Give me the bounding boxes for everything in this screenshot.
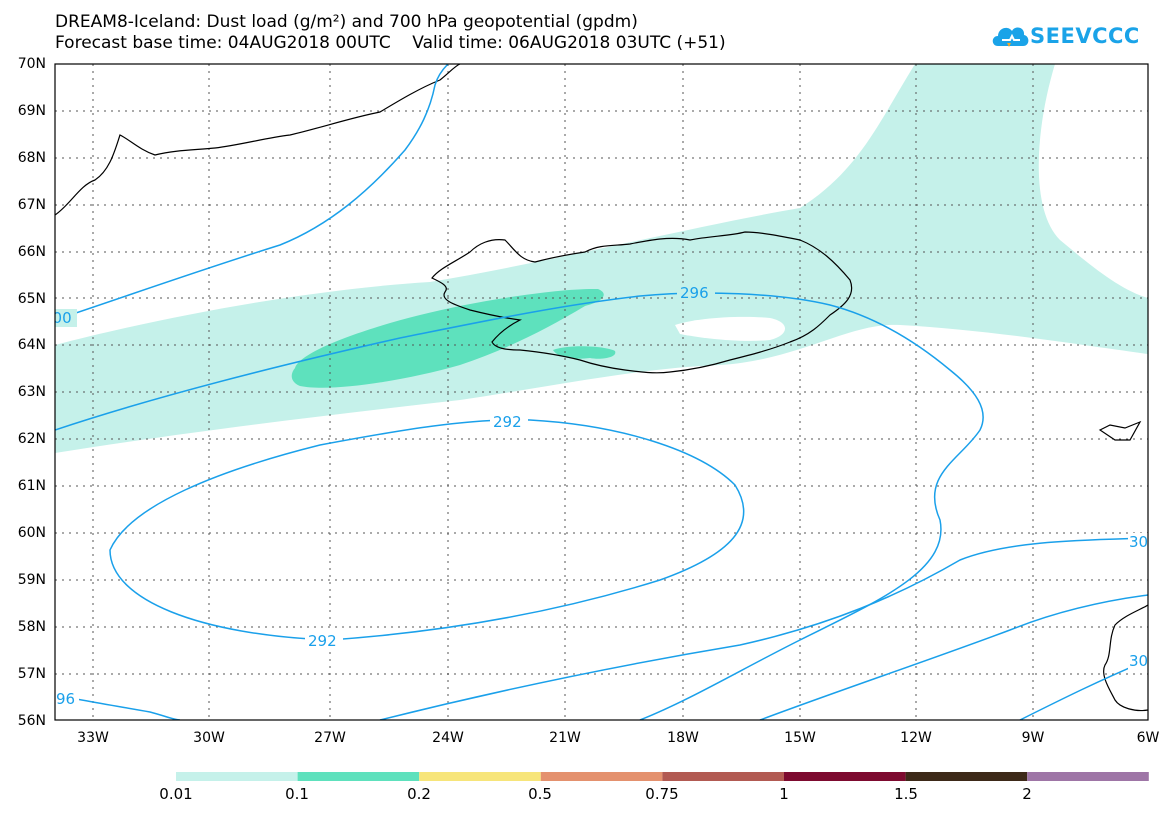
lon-label: 15W [784,730,816,746]
colorbar-segment [176,772,298,781]
cloud-icon [992,27,1029,47]
colorbar-label: 2 [1022,785,1032,803]
contour-label-300-east: 30 [1129,533,1148,551]
lat-label: 57N [17,665,46,682]
colorbar-segment [905,772,1028,781]
map-title: DREAM8-Iceland: Dust load (g/m²) and 700… [55,12,638,32]
colorbar-label: 0.1 [285,785,309,803]
lon-label: 30W [193,730,225,746]
colorbar-label: 0.75 [645,785,679,803]
lat-label: 62N [17,431,46,448]
faroe-islands [1098,420,1142,441]
forecast-time-subtitle: Forecast base time: 04AUG2018 00UTC Vali… [55,33,726,53]
dust-region-mid-2 [553,346,616,359]
lon-label: 21W [549,730,581,746]
contour-300-nw [55,64,449,321]
colorbar-label: 0.2 [407,785,431,803]
lat-label: 66N [17,243,46,260]
lon-label: 27W [314,730,346,746]
lon-label: 6W [1136,730,1160,746]
logo-text: SEEVCCC [1030,24,1140,48]
lat-label: 59N [17,571,46,588]
lon-label: 18W [667,730,699,746]
uncovered-area [675,316,785,341]
lat-label: 63N [17,384,46,401]
scotland-coast [1103,604,1148,712]
lon-label: 33W [77,730,109,746]
colorbar-label: 0.01 [159,785,193,803]
lat-label: 61N [17,478,46,495]
contour-label-296-sw: 96 [56,690,75,708]
lat-label: 65N [17,290,46,307]
colorbar-segment [297,772,420,781]
colorbar-segment [419,772,541,781]
colorbar-label: 1.5 [894,785,918,803]
lat-label: 70N [17,56,46,72]
lon-label: 9W [1021,730,1045,746]
seevccc-logo: SEEVCCC [990,18,1140,58]
contour-292 [109,419,745,641]
contour-304-se [759,594,1148,720]
colorbar-segment [540,772,663,781]
lat-label: 60N [17,525,46,541]
contour-label-308-east: 30 [1129,652,1148,670]
iceland-coast [431,231,853,374]
colorbar-segment [1027,772,1149,781]
contour-label-300-west: 300 [43,309,72,327]
lat-label: 69N [17,102,46,119]
contour-label-296: 296 [680,284,709,302]
lat-label: 64N [17,337,46,354]
coastlines [55,64,1148,712]
contour-296 [55,292,984,720]
contour-label-292-north: 292 [493,413,522,431]
contour-label-292-south: 292 [308,632,337,650]
colorbar-segment [662,772,784,781]
map-frame [54,63,1149,721]
colorbar-segment [784,772,906,781]
contour-label-group: 296 292 292 300 96 30 30 [43,284,1148,708]
lat-label: 68N [17,149,46,166]
dust-region-low [55,64,1148,453]
lon-label: 12W [900,730,932,746]
colorbar-label: 0.5 [528,785,552,803]
contour-300-se [379,537,1148,720]
lat-label: 56N [17,712,46,729]
colorbar-label: 1 [779,785,789,803]
lat-lon-grid [55,64,1148,720]
lat-label: 58N [17,618,46,635]
lon-label: 24W [432,730,464,746]
lat-label: 67N [17,196,46,213]
colorbar [176,772,1149,781]
greenland-coast [55,64,461,216]
